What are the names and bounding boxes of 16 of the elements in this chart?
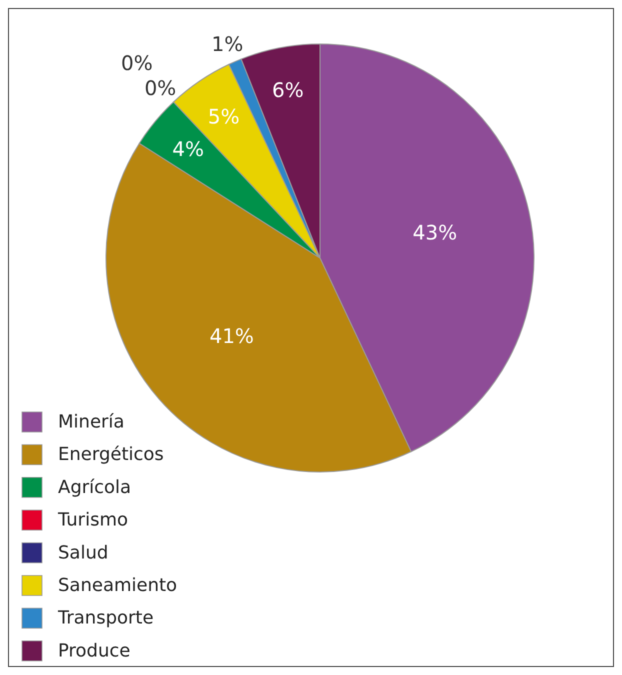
legend-label: Saneamiento <box>58 575 178 596</box>
data-label: 1% <box>211 32 244 56</box>
legend-label: Produce <box>58 640 130 662</box>
data-label: 5% <box>208 104 240 128</box>
text: 0% <box>121 51 153 75</box>
legend-label: Turismo <box>57 510 128 531</box>
data-label: 43% <box>412 220 458 244</box>
legend-label: Salud <box>58 542 108 564</box>
legend-label: Agrícola <box>58 476 132 498</box>
legend-label: Minería <box>58 412 124 432</box>
legend-label: Energéticos <box>58 444 164 466</box>
data-label: 41% <box>209 324 254 348</box>
data-label: 4% <box>172 136 204 161</box>
text: 0% <box>144 76 176 100</box>
data-label: 6% <box>272 78 304 102</box>
legend-label: Transporte <box>57 608 154 629</box>
